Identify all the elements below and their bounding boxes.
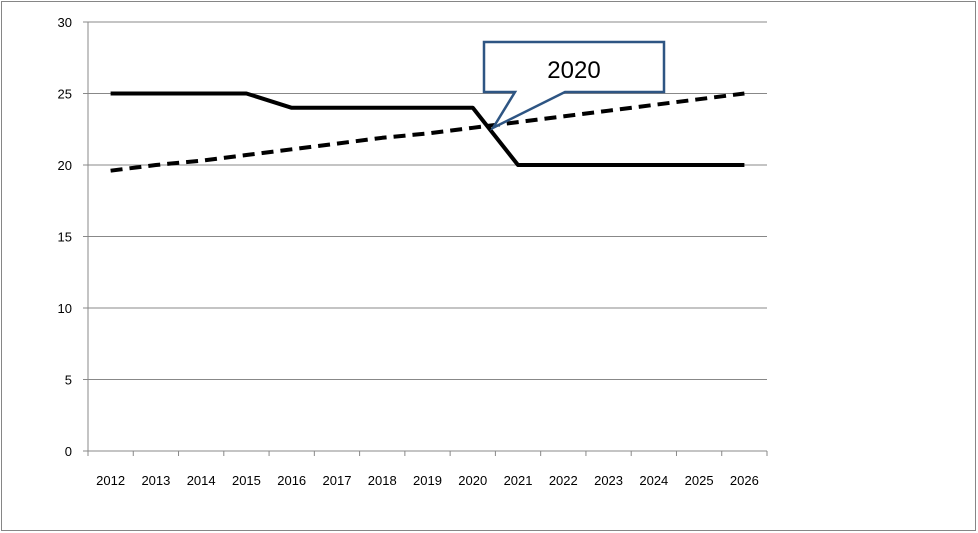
y-tick-label-10: 10	[58, 301, 72, 316]
x-tick-label-2019: 2019	[413, 473, 442, 488]
x-tick-label-2012: 2012	[96, 473, 125, 488]
x-tick-label-2023: 2023	[594, 473, 623, 488]
callout-label: 2020	[547, 57, 600, 84]
x-tick-label-2024: 2024	[639, 473, 668, 488]
series-line-dashed	[110, 91, 745, 173]
y-tick-label-25: 25	[58, 87, 72, 102]
x-tick-label-2022: 2022	[549, 473, 578, 488]
callout-box	[482, 40, 666, 131]
y-tick-label-15: 15	[58, 230, 72, 245]
y-tick-label-0: 0	[65, 444, 72, 459]
y-tick-label-30: 30	[58, 15, 72, 30]
x-tick-label-2015: 2015	[232, 473, 261, 488]
y-tick-label-5: 5	[65, 373, 72, 388]
x-tick-label-2018: 2018	[368, 473, 397, 488]
x-tick-label-2016: 2016	[277, 473, 306, 488]
axes	[83, 21, 768, 456]
x-tick-label-2020: 2020	[458, 473, 487, 488]
x-tick-label-2026: 2026	[730, 473, 759, 488]
annotation-callout: 2020	[482, 40, 666, 131]
x-tick-label-2025: 2025	[685, 473, 714, 488]
y-tick-labels: 0 5 10 15 20 25 30	[58, 15, 72, 459]
series-lines	[110, 91, 745, 173]
x-tick-label-2014: 2014	[187, 473, 216, 488]
x-tick-label-2017: 2017	[323, 473, 352, 488]
y-tick-label-20: 20	[58, 158, 72, 173]
x-tick-labels: 2012 2013 2014 2015 2016 2017 2018 2019 2020 2021…	[96, 473, 759, 488]
x-tick-label-2021: 2021	[504, 473, 533, 488]
series-line-solid	[110, 91, 745, 167]
x-tick-label-2013: 2013	[141, 473, 170, 488]
